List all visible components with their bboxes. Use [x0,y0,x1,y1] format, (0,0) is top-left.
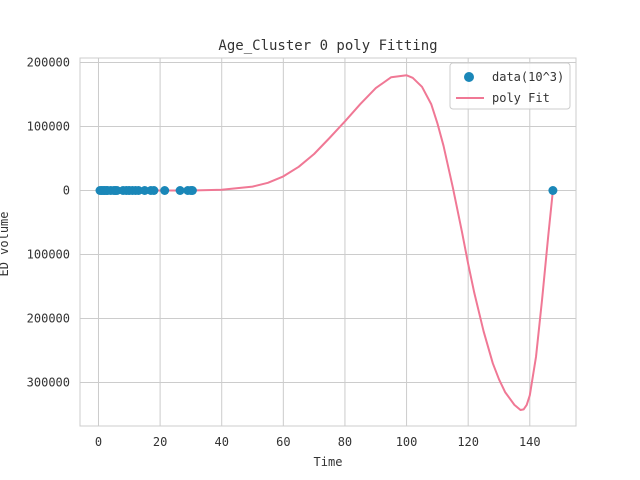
plot-frame [79,57,577,427]
y-tick-label: 200000 [27,311,70,325]
data-point [149,186,159,195]
data-point [187,186,197,195]
y-tick-label: 0 [63,183,70,197]
data-point [175,186,185,195]
x-tick-label: 0 [95,435,102,449]
x-tick-label: 20 [153,435,167,449]
x-tick-label: 140 [519,435,541,449]
data-point [160,186,170,195]
data-point [548,186,558,195]
x-tick-label: 100 [396,435,418,449]
x-tick-label: 120 [457,435,479,449]
series-layer [95,74,558,411]
tick-labels: 0 20 40 60 80 100 120 140 200000 100000 0 100000 200… [27,55,541,449]
fit-line [98,74,554,411]
x-tick-label: 80 [338,435,352,449]
legend-marker-data [464,72,474,82]
y-tick-label: 100000 [27,119,70,133]
x-tick-label: 40 [214,435,228,449]
data-point [134,186,143,195]
x-tick-label: 60 [276,435,290,449]
grid [80,58,576,426]
y-tick-label: 200000 [27,55,70,69]
x-axis-label: Time [314,455,343,469]
chart-title: Age_Cluster 0 poly Fitting [218,38,437,54]
data-point [140,186,150,195]
y-axis-label: ED volume [0,211,11,276]
y-tick-label: 100000 [27,247,70,261]
legend: data(10^3) poly Fit [449,62,571,110]
legend-label-data: data(10^3) [492,70,564,84]
y-tick-label: 300000 [27,375,70,389]
legend-label-fit: poly Fit [492,91,550,105]
